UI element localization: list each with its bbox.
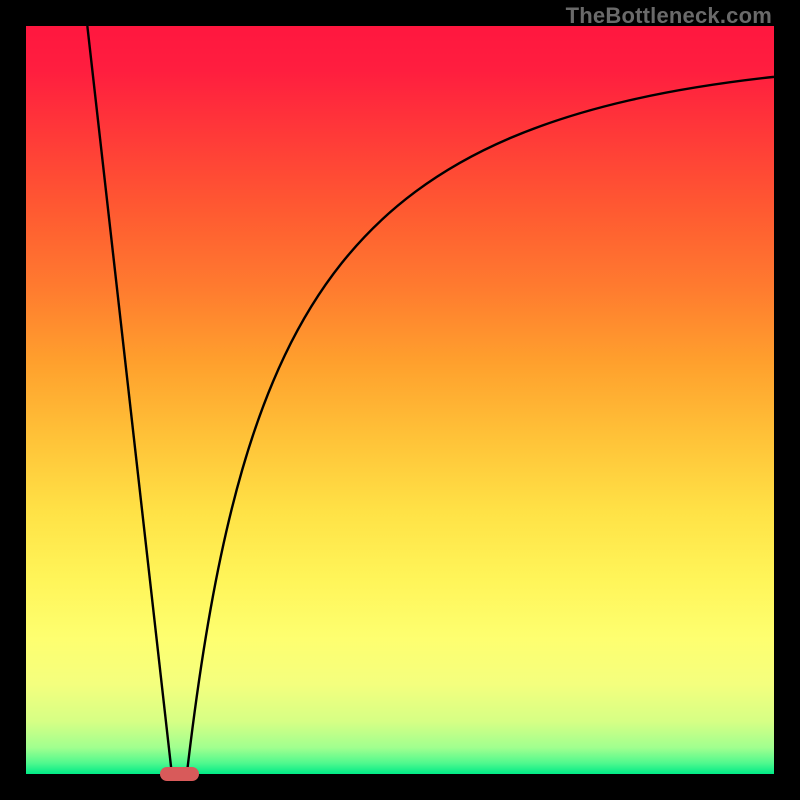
- plot-area: [26, 26, 774, 774]
- attribution-text: TheBottleneck.com: [566, 3, 772, 29]
- chart-frame: TheBottleneck.com: [0, 0, 800, 800]
- optimal-marker: [160, 767, 199, 780]
- bottleneck-curve: [26, 26, 774, 774]
